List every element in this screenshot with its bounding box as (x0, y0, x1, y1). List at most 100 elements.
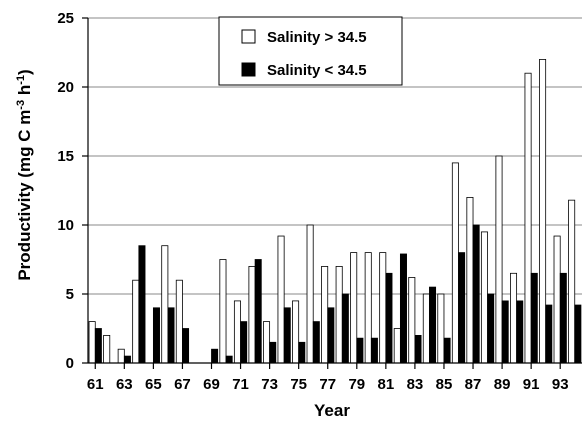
bar-series-2-79 (356, 337, 364, 364)
x-tick-label: 85 (436, 376, 453, 393)
x-tick-labels: 61 63 65 67 69 71 73 75 77 79 81 83 85 87 89 91 93 (87, 376, 569, 393)
bar-series-1-81 (379, 252, 387, 364)
bar-series-2-88 (487, 293, 495, 364)
bar-series-1-82 (393, 328, 401, 364)
bar-series-2-61 (94, 328, 102, 364)
x-tick-label: 87 (465, 376, 482, 393)
bar-series-1-73 (263, 321, 271, 364)
bar-series-2-90 (516, 300, 524, 364)
bar-series-2-67 (182, 328, 190, 364)
x-tick-label: 73 (261, 376, 278, 393)
bar-series-1-92 (539, 59, 547, 364)
bar-series-2-66 (167, 307, 175, 364)
bar-series-2-64 (138, 245, 146, 364)
bar-series-2-77 (327, 307, 335, 364)
x-tick-label: 83 (407, 376, 424, 393)
bar-series-1-93 (553, 235, 561, 364)
bar-series-1-66 (161, 245, 169, 364)
x-tick-label: 71 (232, 376, 249, 393)
bar-series-1-85 (437, 293, 445, 364)
y-tick-label: 25 (57, 10, 74, 27)
x-tick-label: 61 (87, 376, 104, 393)
bars (88, 59, 582, 364)
x-tick-label: 63 (116, 376, 133, 393)
y-tick-label: 0 (66, 355, 74, 372)
y-tick-label: 5 (66, 286, 74, 303)
legend-swatch-series-2 (241, 62, 256, 77)
y-axis-title-part: Productivity (mg C m (15, 110, 34, 281)
bar-series-1-67 (175, 279, 183, 364)
x-tick-label: 93 (552, 376, 569, 393)
bar-series-1-78 (335, 265, 343, 364)
bar-series-1-62 (103, 334, 111, 364)
x-tick-label: 69 (203, 376, 220, 393)
bar-series-1-83 (408, 277, 416, 364)
bar-series-1-88 (480, 231, 488, 364)
bar-series-2-72 (254, 259, 262, 364)
y-axis-title: Productivity (mg C m-3 h-1) (15, 69, 34, 280)
bar-series-2-86 (458, 252, 466, 364)
y-axis-title-part: h (15, 85, 34, 100)
bar-series-2-63 (123, 355, 131, 364)
bar-series-1-72 (248, 265, 256, 364)
bar-series-2-87 (472, 224, 480, 364)
bar-series-1-89 (495, 155, 503, 364)
x-tick-label: 79 (348, 376, 365, 393)
legend: Salinity > 34.5 Salinity < 34.5 (218, 16, 403, 86)
bar-series-1-74 (277, 235, 285, 364)
x-tick-label: 81 (378, 376, 395, 393)
x-tick-label: 89 (494, 376, 511, 393)
bar-series-2-81 (385, 272, 393, 364)
x-tick-label: 91 (523, 376, 540, 393)
bar-series-1-71 (233, 300, 241, 364)
y-axis-title-part: -1 (15, 75, 27, 85)
x-tick-label: 67 (174, 376, 191, 393)
x-axis-title: Year (314, 401, 350, 420)
bar-series-2-65 (152, 307, 160, 364)
axes (82, 17, 582, 369)
bar-series-1-80 (364, 252, 372, 364)
bar-series-1-64 (132, 279, 140, 364)
bar-series-2-94 (574, 304, 582, 364)
y-axis-title-part: -3 (15, 100, 27, 110)
bar-series-2-76 (312, 321, 320, 364)
bar-series-1-94 (568, 199, 576, 364)
bar-series-2-80 (370, 337, 378, 364)
bar-series-1-91 (524, 72, 532, 364)
bar-series-2-84 (429, 286, 437, 364)
legend-swatch-series-1 (241, 29, 256, 44)
y-axis-title-part: ) (15, 69, 34, 75)
bar-series-1-63 (117, 348, 125, 364)
y-tick-label: 10 (57, 217, 74, 234)
x-tick-label: 77 (319, 376, 336, 393)
bar-series-1-61 (88, 321, 96, 364)
bar-series-2-91 (530, 272, 538, 364)
x-tick-label: 65 (145, 376, 162, 393)
bar-series-1-76 (306, 224, 314, 364)
bar-series-2-69 (211, 348, 219, 364)
bar-series-1-77 (321, 265, 329, 364)
bar-series-2-82 (399, 253, 407, 364)
bar-series-2-73 (269, 341, 277, 364)
bar-series-1-75 (292, 300, 300, 364)
y-tick-label: 20 (57, 79, 74, 96)
bar-series-2-89 (501, 300, 509, 364)
y-tick-labels: 0 5 10 15 20 25 (57, 10, 74, 372)
bar-series-1-79 (350, 252, 358, 364)
bar-series-2-93 (559, 272, 567, 364)
bar-series-1-87 (466, 196, 474, 364)
bar-series-2-70 (225, 355, 233, 364)
bar-series-2-78 (341, 293, 349, 364)
bar-series-2-83 (414, 334, 422, 364)
bar-series-2-71 (240, 321, 248, 364)
x-tick-label: 75 (290, 376, 307, 393)
legend-label-series-1: Salinity > 34.5 (267, 29, 367, 46)
bar-series-1-90 (510, 272, 518, 364)
legend-label-series-2: Salinity < 34.5 (267, 62, 367, 79)
bar-series-1-70 (219, 259, 227, 364)
bar-series-2-74 (283, 307, 291, 364)
bar-series-1-86 (451, 162, 459, 364)
bar-series-1-84 (422, 293, 430, 364)
bar-series-2-75 (298, 341, 306, 364)
